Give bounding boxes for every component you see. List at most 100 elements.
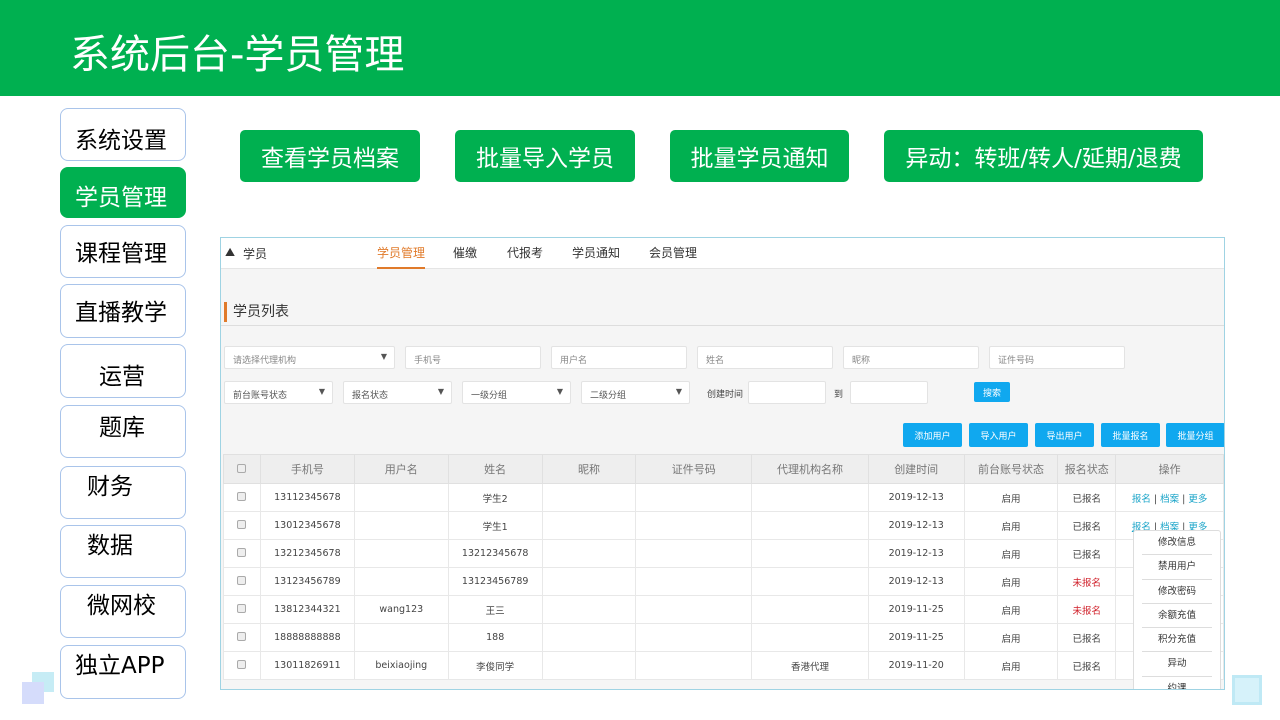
table-cell: 2019-11-25 (867, 595, 965, 624)
action-button-3[interactable]: 批量报名 (1101, 423, 1160, 447)
table-cell: 启用 (963, 567, 1059, 596)
row-checkbox[interactable] (237, 631, 247, 641)
row-select-cell (223, 623, 261, 652)
caret-down-icon: ▼ (556, 387, 563, 396)
table-row: 13011826911 beixiaojing 李俊同学 香港代理 2019-11-20… (223, 651, 1224, 680)
caret-down-icon: ▼ (380, 352, 387, 361)
group2-select[interactable]: 二级分组 ▼ (581, 381, 690, 404)
id-number-input[interactable]: 证件号码 (989, 346, 1125, 369)
sidebar-item-1[interactable]: 学员管理 (60, 167, 186, 218)
table-row: 13123456789 13123456789 2019-12-13 启用 未报名 (223, 567, 1224, 596)
table-cell: 2019-12-13 (867, 483, 965, 512)
group1-select[interactable]: 一级分组 ▼ (462, 381, 571, 404)
panel-nav: ⛰ 学员 学员管理 催缴 代报考 学员通知 会员管理 (221, 238, 1224, 269)
menu-item-2[interactable]: 修改密码 (1142, 580, 1212, 604)
sidebar-item-5[interactable]: 题库 (60, 405, 186, 458)
row-checkbox[interactable] (237, 575, 247, 585)
row-checkbox[interactable] (237, 519, 247, 529)
table-cell: 2019-12-13 (867, 567, 965, 596)
nickname-placeholder: 昵称 (852, 356, 871, 366)
table-cell (751, 567, 869, 596)
menu-item-1[interactable]: 禁用用户 (1142, 555, 1212, 580)
sidebar-item-4[interactable]: 运营 (60, 344, 186, 398)
table-cell: 13212345678 (259, 539, 355, 568)
row-op-2[interactable]: 更多 (1188, 521, 1208, 533)
table-cell (353, 623, 449, 652)
table-cell: 启用 (963, 511, 1059, 540)
tab-student-management[interactable]: 学员管理 (377, 244, 426, 269)
row-checkbox[interactable] (237, 659, 247, 669)
sidebar-item-8[interactable]: 微网校 (60, 585, 186, 638)
table-cell (635, 623, 753, 652)
tab-proxy-exam[interactable]: 代报考 (507, 246, 544, 260)
row-select-cell (223, 511, 261, 540)
sidebar-item-0[interactable]: 系统设置 (60, 108, 186, 161)
phone-input[interactable]: 手机号 (405, 346, 541, 369)
action-button-2[interactable]: 导出用户 (1035, 423, 1094, 447)
caret-down-icon: ▼ (675, 387, 682, 396)
table-cell: 香港代理 (751, 651, 869, 680)
table-cell (635, 567, 753, 596)
action-button-1[interactable]: 导入用户 (969, 423, 1028, 447)
tab-members[interactable]: 会员管理 (649, 246, 698, 260)
top-button-2[interactable]: 批量学员通知 (670, 130, 849, 182)
table-cell (751, 623, 869, 652)
agency-select[interactable]: 请选择代理机构 ▼ (224, 346, 395, 369)
row-op-1[interactable]: 档案 (1160, 521, 1180, 533)
column-header: 创建时间 (867, 454, 965, 484)
username-input[interactable]: 用户名 (551, 346, 687, 369)
row-checkbox[interactable] (237, 603, 247, 613)
top-button-1[interactable]: 批量导入学员 (455, 130, 635, 182)
signup-status-select[interactable]: 报名状态 ▼ (343, 381, 452, 404)
name-input[interactable]: 姓名 (697, 346, 833, 369)
table-cell (635, 595, 753, 624)
menu-item-4[interactable]: 积分充值 (1142, 628, 1212, 653)
table-cell: 已报名 (1057, 623, 1117, 652)
select-all-cell (223, 454, 261, 484)
caret-down-icon: ▼ (318, 387, 325, 396)
table-cell: 13812344321 (259, 595, 355, 624)
table-cell: 学生1 (447, 511, 543, 540)
action-button-4[interactable]: 批量分组 (1166, 423, 1224, 447)
table-cell: 李俊同学 (447, 651, 543, 680)
created-to-input[interactable] (850, 381, 928, 404)
table-cell: 2019-12-13 (867, 511, 965, 540)
tab-notice[interactable]: 学员通知 (572, 246, 621, 260)
menu-item-3[interactable]: 余额充值 (1142, 604, 1212, 629)
sidebar-item-9[interactable]: 独立APP (60, 645, 186, 699)
column-header: 报名状态 (1057, 454, 1117, 484)
table-cell (353, 511, 449, 540)
table-cell: 启用 (963, 539, 1059, 568)
action-button-0[interactable]: 添加用户 (903, 423, 962, 447)
table-cell: 启用 (963, 483, 1059, 512)
sidebar-item-7[interactable]: 数据 (60, 525, 186, 578)
row-op-0[interactable]: 报名 (1131, 493, 1151, 505)
nickname-input[interactable]: 昵称 (843, 346, 979, 369)
row-select-cell (223, 595, 261, 624)
top-button-0[interactable]: 查看学员档案 (240, 130, 420, 182)
column-header: 昵称 (541, 454, 637, 484)
sidebar-item-6[interactable]: 财务 (60, 466, 186, 519)
tab-reminder[interactable]: 催缴 (453, 246, 478, 260)
decor-square (1232, 675, 1262, 705)
to-label: 到 (834, 390, 844, 400)
top-button-3[interactable]: 异动：转班/转人/延期/退费 (884, 130, 1203, 182)
menu-item-5[interactable]: 异动 (1142, 652, 1212, 677)
select-all-checkbox[interactable] (237, 463, 247, 473)
row-op-2[interactable]: 更多 (1188, 493, 1208, 505)
sidebar-item-2[interactable]: 课程管理 (60, 225, 186, 278)
row-checkbox[interactable] (237, 491, 247, 501)
section-title: 学员列表 (224, 302, 289, 322)
menu-item-6[interactable]: 约课 (1142, 677, 1212, 689)
table-cell: 2019-11-20 (867, 651, 965, 680)
menu-item-0[interactable]: 修改信息 (1142, 531, 1212, 556)
search-button[interactable]: 搜索 (974, 382, 1010, 402)
table-cell: 启用 (963, 651, 1059, 680)
sidebar-item-3[interactable]: 直播教学 (60, 284, 186, 338)
account-status-select[interactable]: 前台账号状态 ▼ (224, 381, 333, 404)
row-op-1[interactable]: 档案 (1160, 493, 1180, 505)
table-cell: 已报名 (1057, 539, 1117, 568)
created-from-input[interactable] (748, 381, 826, 404)
row-checkbox[interactable] (237, 547, 247, 557)
row-op-0[interactable]: 报名 (1131, 521, 1151, 533)
